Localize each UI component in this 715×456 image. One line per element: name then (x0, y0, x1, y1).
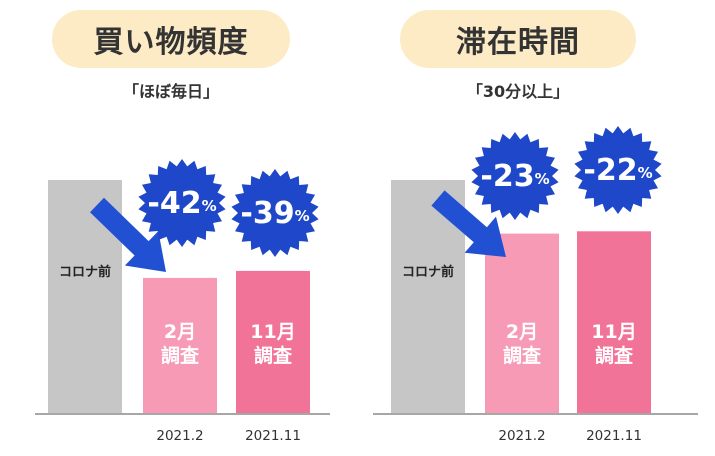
x-tick-label: 2021.11 (245, 428, 301, 444)
change-badge (138, 159, 226, 247)
bar-label: 2月調査 (503, 321, 542, 367)
bar-label: 11月調査 (250, 321, 295, 367)
bar-label: コロナ前 (402, 264, 454, 280)
chart-subtitle: 「ほぼ毎日」 (122, 82, 219, 101)
decrease-arrow (90, 197, 166, 272)
change-badge-label: -39% (240, 196, 309, 231)
bar-label: コロナ前 (59, 264, 111, 280)
chart-subtitle: 「30分以上」 (466, 82, 570, 101)
stay-time-chart: コロナ前 2月調査 11月調査 2021.2 2021.11 -23% -22% (373, 126, 698, 444)
x-tick-label: 2021.11 (586, 428, 642, 444)
x-tick-label: 2021.2 (156, 428, 203, 444)
feb-survey-bar (143, 277, 217, 413)
change-badge (471, 132, 559, 220)
chart-title: 滞在時間 (456, 25, 580, 60)
bar-label: 2月調査 (161, 321, 200, 367)
stay-time-panel: 滞在時間 「30分以上」 コロナ前 2月調査 11月調査 2021.2 2021.11 -… (358, 0, 715, 456)
nov-survey-bar (236, 270, 310, 413)
chart-title-pill: 滞在時間 (400, 10, 636, 68)
change-badge (231, 169, 319, 257)
bar-label: 11月調査 (591, 321, 636, 367)
chart-title-pill: 買い物頻度 (52, 10, 290, 68)
shopping-frequency-chart: コロナ前 2月調査 11月調査 2021.2 2021.11 -42% -39% (35, 159, 330, 444)
change-badge (574, 126, 662, 214)
chart-title: 買い物頻度 (93, 25, 249, 60)
change-badge-label: -23% (480, 159, 549, 194)
change-badge-label: -42% (147, 186, 216, 221)
x-tick-label: 2021.2 (498, 428, 545, 444)
shopping-frequency-panel: 買い物頻度 「ほぼ毎日」 コロナ前 2月調査 11月調査 2021.2 2021.11 -… (0, 0, 357, 456)
feb-survey-bar (485, 233, 559, 413)
decrease-arrow (431, 190, 506, 257)
change-badge-label: -22% (583, 153, 652, 188)
nov-survey-bar (577, 231, 651, 413)
